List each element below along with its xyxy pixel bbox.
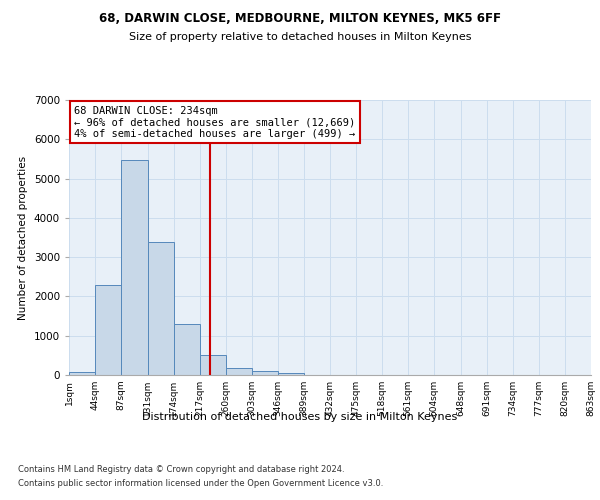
- Text: 68, DARWIN CLOSE, MEDBOURNE, MILTON KEYNES, MK5 6FF: 68, DARWIN CLOSE, MEDBOURNE, MILTON KEYN…: [99, 12, 501, 26]
- Bar: [200, 356, 226, 375]
- Bar: [252, 371, 278, 375]
- Bar: [69, 372, 95, 375]
- Text: Contains HM Land Registry data © Crown copyright and database right 2024.: Contains HM Land Registry data © Crown c…: [18, 465, 344, 474]
- Bar: [95, 286, 121, 375]
- Text: Contains public sector information licensed under the Open Government Licence v3: Contains public sector information licen…: [18, 479, 383, 488]
- Text: 68 DARWIN CLOSE: 234sqm
← 96% of detached houses are smaller (12,669)
4% of semi: 68 DARWIN CLOSE: 234sqm ← 96% of detache…: [74, 106, 355, 138]
- Bar: [278, 372, 304, 375]
- Text: Distribution of detached houses by size in Milton Keynes: Distribution of detached houses by size …: [142, 412, 458, 422]
- Text: Size of property relative to detached houses in Milton Keynes: Size of property relative to detached ho…: [129, 32, 471, 42]
- Bar: [174, 324, 200, 375]
- Bar: [226, 368, 252, 375]
- Bar: [121, 160, 148, 375]
- Bar: [148, 242, 174, 375]
- Y-axis label: Number of detached properties: Number of detached properties: [18, 156, 28, 320]
